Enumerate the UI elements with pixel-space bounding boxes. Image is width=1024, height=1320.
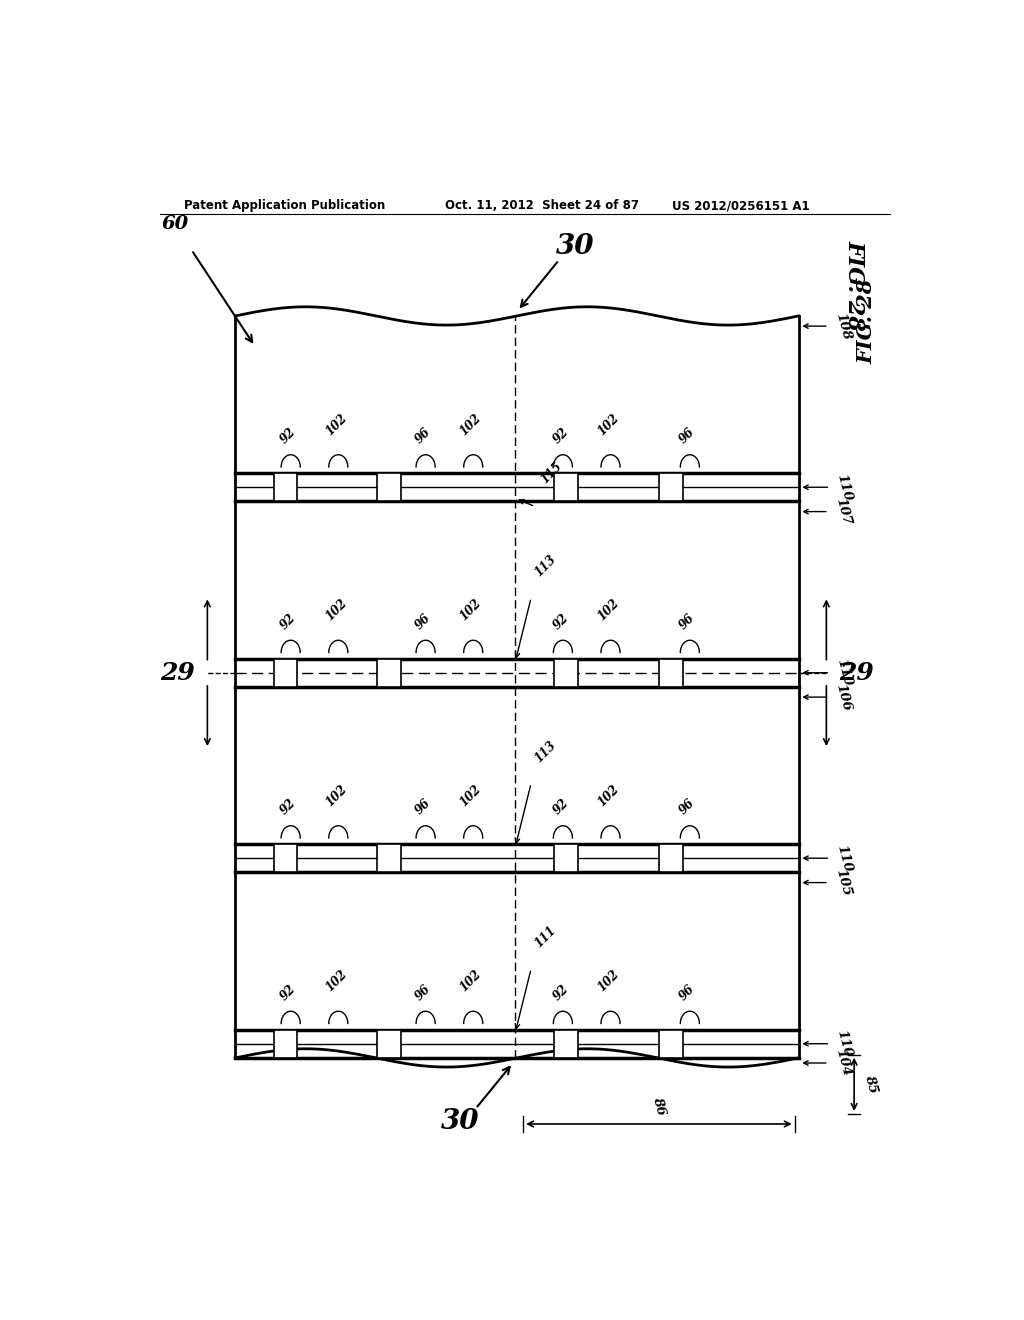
Bar	[659, 659, 683, 686]
Text: 113: 113	[532, 738, 559, 764]
Text: FIG. 28: FIG. 28	[843, 240, 865, 331]
Text: 96: 96	[413, 982, 433, 1003]
Text: 96: 96	[413, 425, 433, 446]
Text: 29: 29	[839, 661, 873, 685]
Bar	[377, 843, 401, 873]
Text: 111: 111	[532, 924, 559, 950]
Text: 92: 92	[550, 982, 570, 1003]
Text: 102: 102	[595, 968, 622, 994]
Bar	[554, 473, 579, 502]
Bar	[554, 659, 579, 686]
Text: 86: 86	[650, 1096, 668, 1117]
Text: 110: 110	[835, 657, 854, 688]
Text: Patent Application Publication: Patent Application Publication	[183, 199, 385, 213]
Text: 92: 92	[278, 796, 299, 817]
Text: 102: 102	[595, 597, 622, 623]
Text: 102: 102	[595, 783, 622, 809]
Text: 29: 29	[160, 661, 195, 685]
Text: 92: 92	[550, 611, 570, 632]
Bar	[273, 1030, 297, 1057]
Text: 92: 92	[278, 425, 299, 446]
Text: 105: 105	[834, 867, 853, 898]
Text: 92: 92	[550, 796, 570, 817]
Text: 110: 110	[835, 843, 854, 874]
Text: 96: 96	[677, 796, 697, 817]
Text: 60: 60	[162, 215, 189, 234]
Bar	[377, 1030, 401, 1057]
Text: 102: 102	[323, 783, 349, 809]
Text: 102: 102	[458, 597, 484, 623]
Text: 96: 96	[677, 611, 697, 632]
Text: 102: 102	[323, 412, 349, 438]
Bar	[659, 1030, 683, 1057]
Text: 113: 113	[532, 553, 559, 579]
Text: 30: 30	[556, 234, 594, 260]
Text: 102: 102	[595, 412, 622, 438]
Text: 110: 110	[835, 1028, 854, 1059]
Bar	[659, 473, 683, 502]
Bar	[377, 473, 401, 502]
Text: 107: 107	[834, 496, 853, 527]
Text: 102: 102	[458, 968, 484, 994]
Bar	[659, 843, 683, 873]
Text: 96: 96	[677, 982, 697, 1003]
Text: 108: 108	[834, 312, 853, 341]
Text: 96: 96	[677, 425, 697, 446]
Text: 110: 110	[835, 473, 854, 503]
Text: 102: 102	[458, 412, 484, 438]
Text: 85: 85	[862, 1073, 880, 1096]
Text: US 2012/0256151 A1: US 2012/0256151 A1	[672, 199, 809, 213]
Text: FIG. 28: FIG. 28	[856, 279, 877, 363]
Text: 106: 106	[834, 682, 853, 713]
Text: 96: 96	[413, 796, 433, 817]
Text: 92: 92	[550, 425, 570, 446]
Text: 92: 92	[278, 611, 299, 632]
Text: 96: 96	[413, 611, 433, 632]
Text: 102: 102	[458, 783, 484, 809]
Text: 104: 104	[834, 1048, 853, 1078]
Text: 102: 102	[323, 968, 349, 994]
Bar	[273, 659, 297, 686]
Text: Oct. 11, 2012  Sheet 24 of 87: Oct. 11, 2012 Sheet 24 of 87	[445, 199, 639, 213]
Bar	[554, 1030, 579, 1057]
Bar	[273, 473, 297, 502]
Text: 102: 102	[323, 597, 349, 623]
Bar	[273, 843, 297, 873]
Bar	[554, 843, 579, 873]
Text: 115: 115	[538, 459, 564, 486]
Text: 92: 92	[278, 982, 299, 1003]
Text: 30: 30	[440, 1109, 479, 1135]
Bar	[377, 659, 401, 686]
